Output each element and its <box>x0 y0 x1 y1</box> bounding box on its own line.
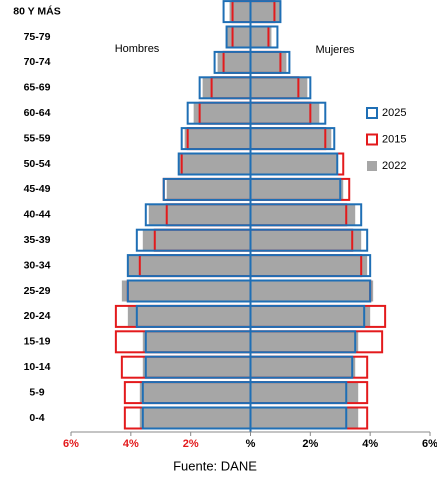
bar <box>250 305 371 327</box>
bar <box>127 305 251 327</box>
bar <box>127 255 251 277</box>
x-tick-label: 2% <box>302 438 318 450</box>
category-label: 40-44 <box>24 209 51 221</box>
bar <box>202 77 251 99</box>
category-label: 35-39 <box>24 234 51 246</box>
legend-swatch <box>366 133 378 146</box>
legend-label: 2022 <box>382 160 406 172</box>
category-label: 20-24 <box>24 310 51 322</box>
bar <box>250 153 338 175</box>
category-label: 25-29 <box>24 285 51 297</box>
bar <box>250 407 359 429</box>
x-tick-label: % <box>246 438 256 450</box>
left-label: Hombres <box>115 43 160 55</box>
x-tick-label: 4% <box>362 438 378 450</box>
category-label: 30-34 <box>24 259 51 271</box>
x-tick-label: 6% <box>422 438 437 450</box>
x-tick-label: 6% <box>63 438 79 450</box>
bar <box>250 77 308 99</box>
right-label: Mujeres <box>315 44 355 56</box>
x-tick-label: 4% <box>123 438 139 450</box>
bar <box>148 204 251 226</box>
legend-swatch <box>367 161 377 171</box>
bar <box>229 1 251 23</box>
bar <box>217 51 251 73</box>
bar <box>250 229 362 251</box>
bar <box>250 26 272 48</box>
category-label: 55-59 <box>24 132 51 144</box>
bar <box>226 26 251 48</box>
x-tick-label: 2% <box>183 438 199 450</box>
category-label: 75-79 <box>24 31 51 43</box>
bar <box>142 331 251 353</box>
bar <box>250 1 281 23</box>
category-label: 5-9 <box>29 386 44 398</box>
bar <box>166 178 251 200</box>
category-label: 0-4 <box>29 412 44 424</box>
category-label: 70-74 <box>24 56 51 68</box>
bar <box>250 255 368 277</box>
bar <box>139 382 251 404</box>
bar <box>250 204 356 226</box>
category-label: 60-64 <box>24 107 51 119</box>
legend-label: 2025 <box>382 107 406 119</box>
bar <box>121 280 251 302</box>
legend-label: 2015 <box>382 133 406 145</box>
category-label: 45-49 <box>24 183 51 195</box>
bar <box>250 128 332 150</box>
category-label: 15-19 <box>24 336 51 348</box>
category-label: 80 Y MÁS <box>13 4 60 17</box>
bar <box>139 407 251 429</box>
legend-swatch <box>366 107 378 119</box>
bar <box>250 280 374 302</box>
bar <box>250 178 344 200</box>
source: Fuente: DANE <box>173 458 257 473</box>
bar <box>250 382 359 404</box>
bar <box>250 331 359 353</box>
category-label: 10-14 <box>24 361 51 373</box>
bar <box>142 229 251 251</box>
category-label: 50-54 <box>24 158 51 170</box>
bar <box>184 128 251 150</box>
bar <box>250 51 287 73</box>
category-label: 65-69 <box>24 82 51 94</box>
bar <box>142 356 251 378</box>
bar <box>250 356 356 378</box>
bar <box>250 102 320 124</box>
bar <box>178 153 251 175</box>
bar <box>193 102 251 124</box>
